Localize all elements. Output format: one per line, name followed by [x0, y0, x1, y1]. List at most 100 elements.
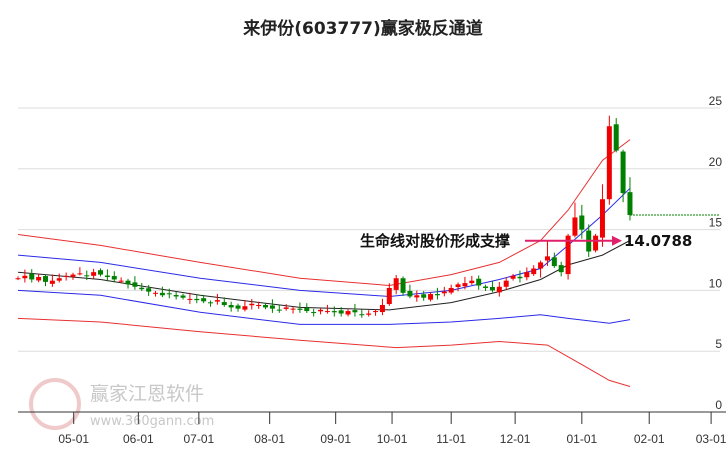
candle-up: [49, 280, 55, 284]
candle-up: [70, 274, 76, 277]
candle-down: [208, 302, 214, 304]
candle-up: [22, 275, 28, 279]
candle-up: [63, 275, 69, 277]
candle-up: [503, 280, 509, 287]
candle-down: [111, 276, 117, 280]
x-tick-label: 11-01: [436, 432, 466, 446]
chart-title: 来伊份(603777)赢家极反通道: [243, 19, 483, 39]
candle-up: [565, 235, 571, 275]
candle-down: [263, 304, 269, 308]
candle-down: [146, 288, 152, 292]
candle-down: [297, 308, 303, 310]
candle-down: [228, 304, 234, 308]
candle-up: [386, 287, 392, 305]
candle-down: [173, 295, 179, 297]
candle-down: [29, 273, 35, 280]
candle-up: [214, 300, 220, 302]
x-tick-label: 03-01: [696, 432, 726, 446]
candle-down: [269, 305, 275, 309]
y-tick-label: 10: [709, 276, 723, 290]
x-tick-label: 07-01: [183, 432, 214, 446]
candle-up: [448, 287, 454, 293]
x-tick-label: 09-01: [320, 432, 351, 446]
band-lower-red: [17, 317, 631, 387]
candle-down: [194, 298, 200, 301]
candle-down: [352, 310, 358, 313]
candle-down: [125, 280, 131, 285]
band-lifeline-black: [17, 240, 631, 311]
candle-down: [166, 293, 172, 295]
x-tick-label: 06-01: [123, 432, 154, 446]
candle-up: [462, 283, 468, 287]
candle-down: [558, 265, 564, 273]
candle-down: [627, 192, 633, 216]
candle-down: [221, 302, 227, 305]
candle-down: [235, 305, 241, 309]
candle-up: [606, 126, 612, 200]
candle-up: [283, 307, 289, 309]
candle-down: [304, 307, 310, 312]
candle-up: [187, 298, 193, 300]
candle-up: [242, 306, 248, 310]
arrow-head-icon: [612, 235, 622, 246]
candle-up: [441, 291, 447, 294]
candle-up: [379, 304, 385, 313]
candle-down: [338, 310, 344, 314]
candle-up: [544, 256, 550, 261]
candle-down: [407, 290, 413, 297]
candle-up: [414, 295, 420, 298]
candle-down: [180, 295, 186, 298]
band-upper-red: [17, 139, 631, 287]
candle-down: [517, 276, 523, 279]
candle-up: [256, 304, 262, 306]
candle-down: [276, 309, 282, 311]
candle-up: [15, 278, 21, 280]
watermark-url: www.360gann.com: [90, 414, 214, 429]
candle-up: [56, 278, 62, 281]
watermark-brand: 赢家江恩软件: [90, 383, 204, 405]
y-tick-label: 15: [709, 216, 723, 230]
candle-up: [496, 286, 502, 293]
watermark: 赢家江恩软件 www.360gann.com: [29, 378, 214, 430]
candle-down: [620, 151, 626, 194]
candle-up: [572, 217, 578, 236]
candle-up: [428, 294, 434, 300]
candle-up: [455, 284, 461, 287]
axes: 0 5 10 15 20 25 05-01 06-01 07-01 08-01 09-01 10-01…: [18, 94, 726, 446]
annotation-value: 14.0788: [624, 232, 692, 250]
x-tick-label: 01-01: [566, 432, 597, 446]
candle-up: [36, 277, 42, 281]
candle-up: [249, 303, 255, 306]
candle-down: [43, 276, 49, 282]
candle-down: [201, 298, 207, 302]
candle-down: [613, 124, 619, 151]
candle-down: [400, 278, 406, 293]
y-tick-label: 0: [715, 398, 722, 412]
candles: [15, 115, 720, 318]
candle-down: [476, 278, 482, 286]
candle-down: [551, 257, 557, 267]
candle-up: [91, 272, 97, 276]
candle-up: [538, 262, 544, 269]
candle-up: [469, 280, 475, 284]
x-tick-label: 10-01: [377, 432, 408, 446]
candle-down: [331, 311, 337, 313]
x-tick-label: 02-01: [634, 432, 665, 446]
x-tick-label: 05-01: [58, 432, 89, 446]
candle-down: [159, 292, 165, 296]
annotation-text: 生命线对股价形成支撑: [360, 232, 510, 250]
candle-down: [104, 275, 110, 278]
candle-up: [366, 313, 372, 315]
candle-down: [132, 282, 138, 287]
candle-down: [359, 314, 365, 316]
candle-down: [139, 287, 145, 290]
candle-up: [318, 309, 324, 312]
candle-down: [98, 270, 104, 275]
candle-down: [421, 294, 427, 298]
candle-up: [510, 275, 516, 279]
annotation: 生命线对股价形成支撑 14.0788: [360, 232, 692, 250]
candle-down: [434, 294, 440, 296]
x-tick-label: 12-01: [500, 432, 531, 446]
candle-up: [593, 235, 599, 251]
candle-down: [311, 312, 317, 314]
